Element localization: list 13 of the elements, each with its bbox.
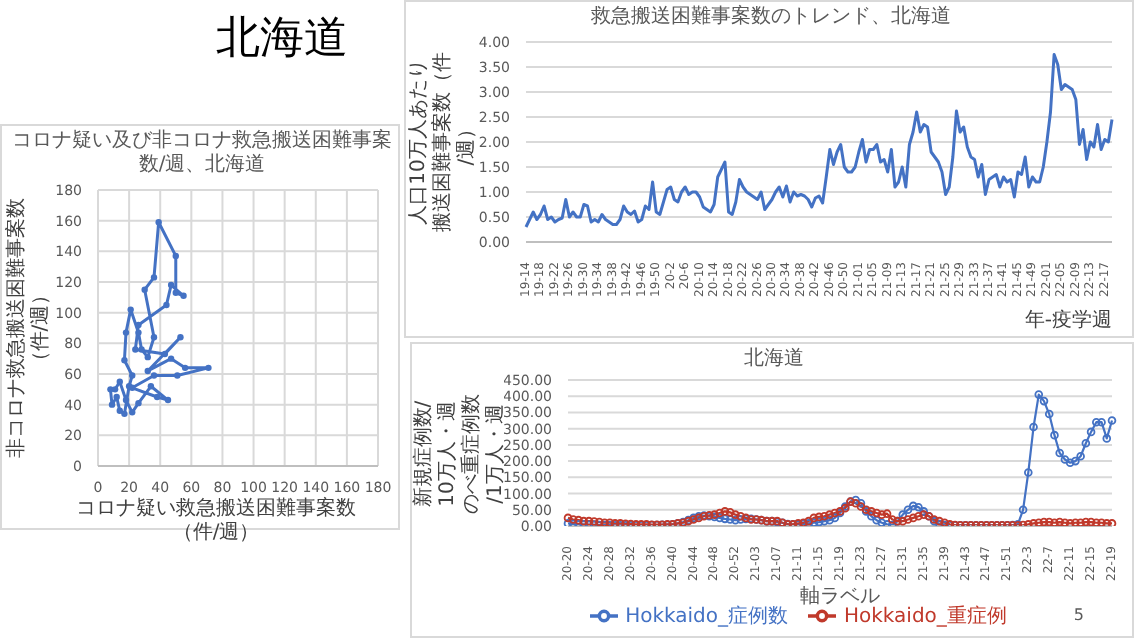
text: 北海道 bbox=[216, 12, 348, 68]
y-axis-title: 人口10万人あたり搬送困難事案数（件/週） bbox=[408, 50, 479, 236]
legend-label: Hokkaido_症例数 bbox=[625, 606, 788, 628]
y-axis-title: 新規症例数/10万人・週のべ重症例数/1万人・週 bbox=[412, 393, 506, 518]
chart-title: 北海道 bbox=[742, 348, 806, 372]
legend-label: Hokkaido_重症例 bbox=[844, 606, 1007, 628]
chart-title: コロナ疑い及び非コロナ救急搬送困難事案数/週、北海道 bbox=[10, 130, 394, 178]
y-axis-title: 非コロナ救急搬送困難事案数（件/週） bbox=[6, 196, 54, 462]
x-axis-title: 年-疫学週 bbox=[1022, 310, 1112, 334]
text: 5 bbox=[1073, 606, 1084, 624]
chart-title: 救急搬送困難事案数のトレンド、北海道 bbox=[589, 6, 953, 30]
x-axis-title: 軸ラベル bbox=[800, 584, 880, 608]
x-axis-title: コロナ疑い救急搬送困難事案数（件/週） bbox=[74, 498, 358, 546]
